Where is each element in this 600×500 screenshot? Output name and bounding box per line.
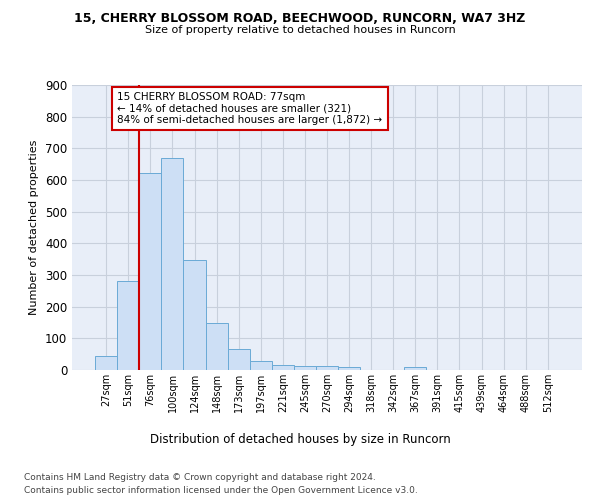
Bar (139, 173, 161, 370)
Text: 15, CHERRY BLOSSOM ROAD, BEECHWOOD, RUNCORN, WA7 3HZ: 15, CHERRY BLOSSOM ROAD, BEECHWOOD, RUNC… (74, 12, 526, 26)
Bar (316, 366, 338, 370)
Bar (404, 367, 427, 370)
Bar (117, 282, 139, 370)
Bar (206, 323, 227, 370)
Bar (338, 367, 360, 370)
Text: Contains HM Land Registry data © Crown copyright and database right 2024.: Contains HM Land Registry data © Crown c… (24, 472, 376, 482)
Bar (95, 356, 117, 370)
Text: 15 CHERRY BLOSSOM ROAD: 77sqm
← 14% of detached houses are smaller (321)
84% of : 15 CHERRY BLOSSOM ROAD: 77sqm ← 14% of d… (117, 92, 382, 125)
Bar (272, 365, 294, 370)
Text: Contains public sector information licensed under the Open Government Licence v3: Contains public sector information licen… (24, 486, 418, 495)
Text: Size of property relative to detached houses in Runcorn: Size of property relative to detached ho… (145, 25, 455, 35)
Bar (161, 158, 184, 370)
Bar (184, 260, 206, 370)
Bar (294, 366, 316, 370)
Bar (250, 360, 272, 370)
Bar (227, 350, 250, 370)
Text: Distribution of detached houses by size in Runcorn: Distribution of detached houses by size … (149, 432, 451, 446)
Y-axis label: Number of detached properties: Number of detached properties (29, 140, 40, 315)
